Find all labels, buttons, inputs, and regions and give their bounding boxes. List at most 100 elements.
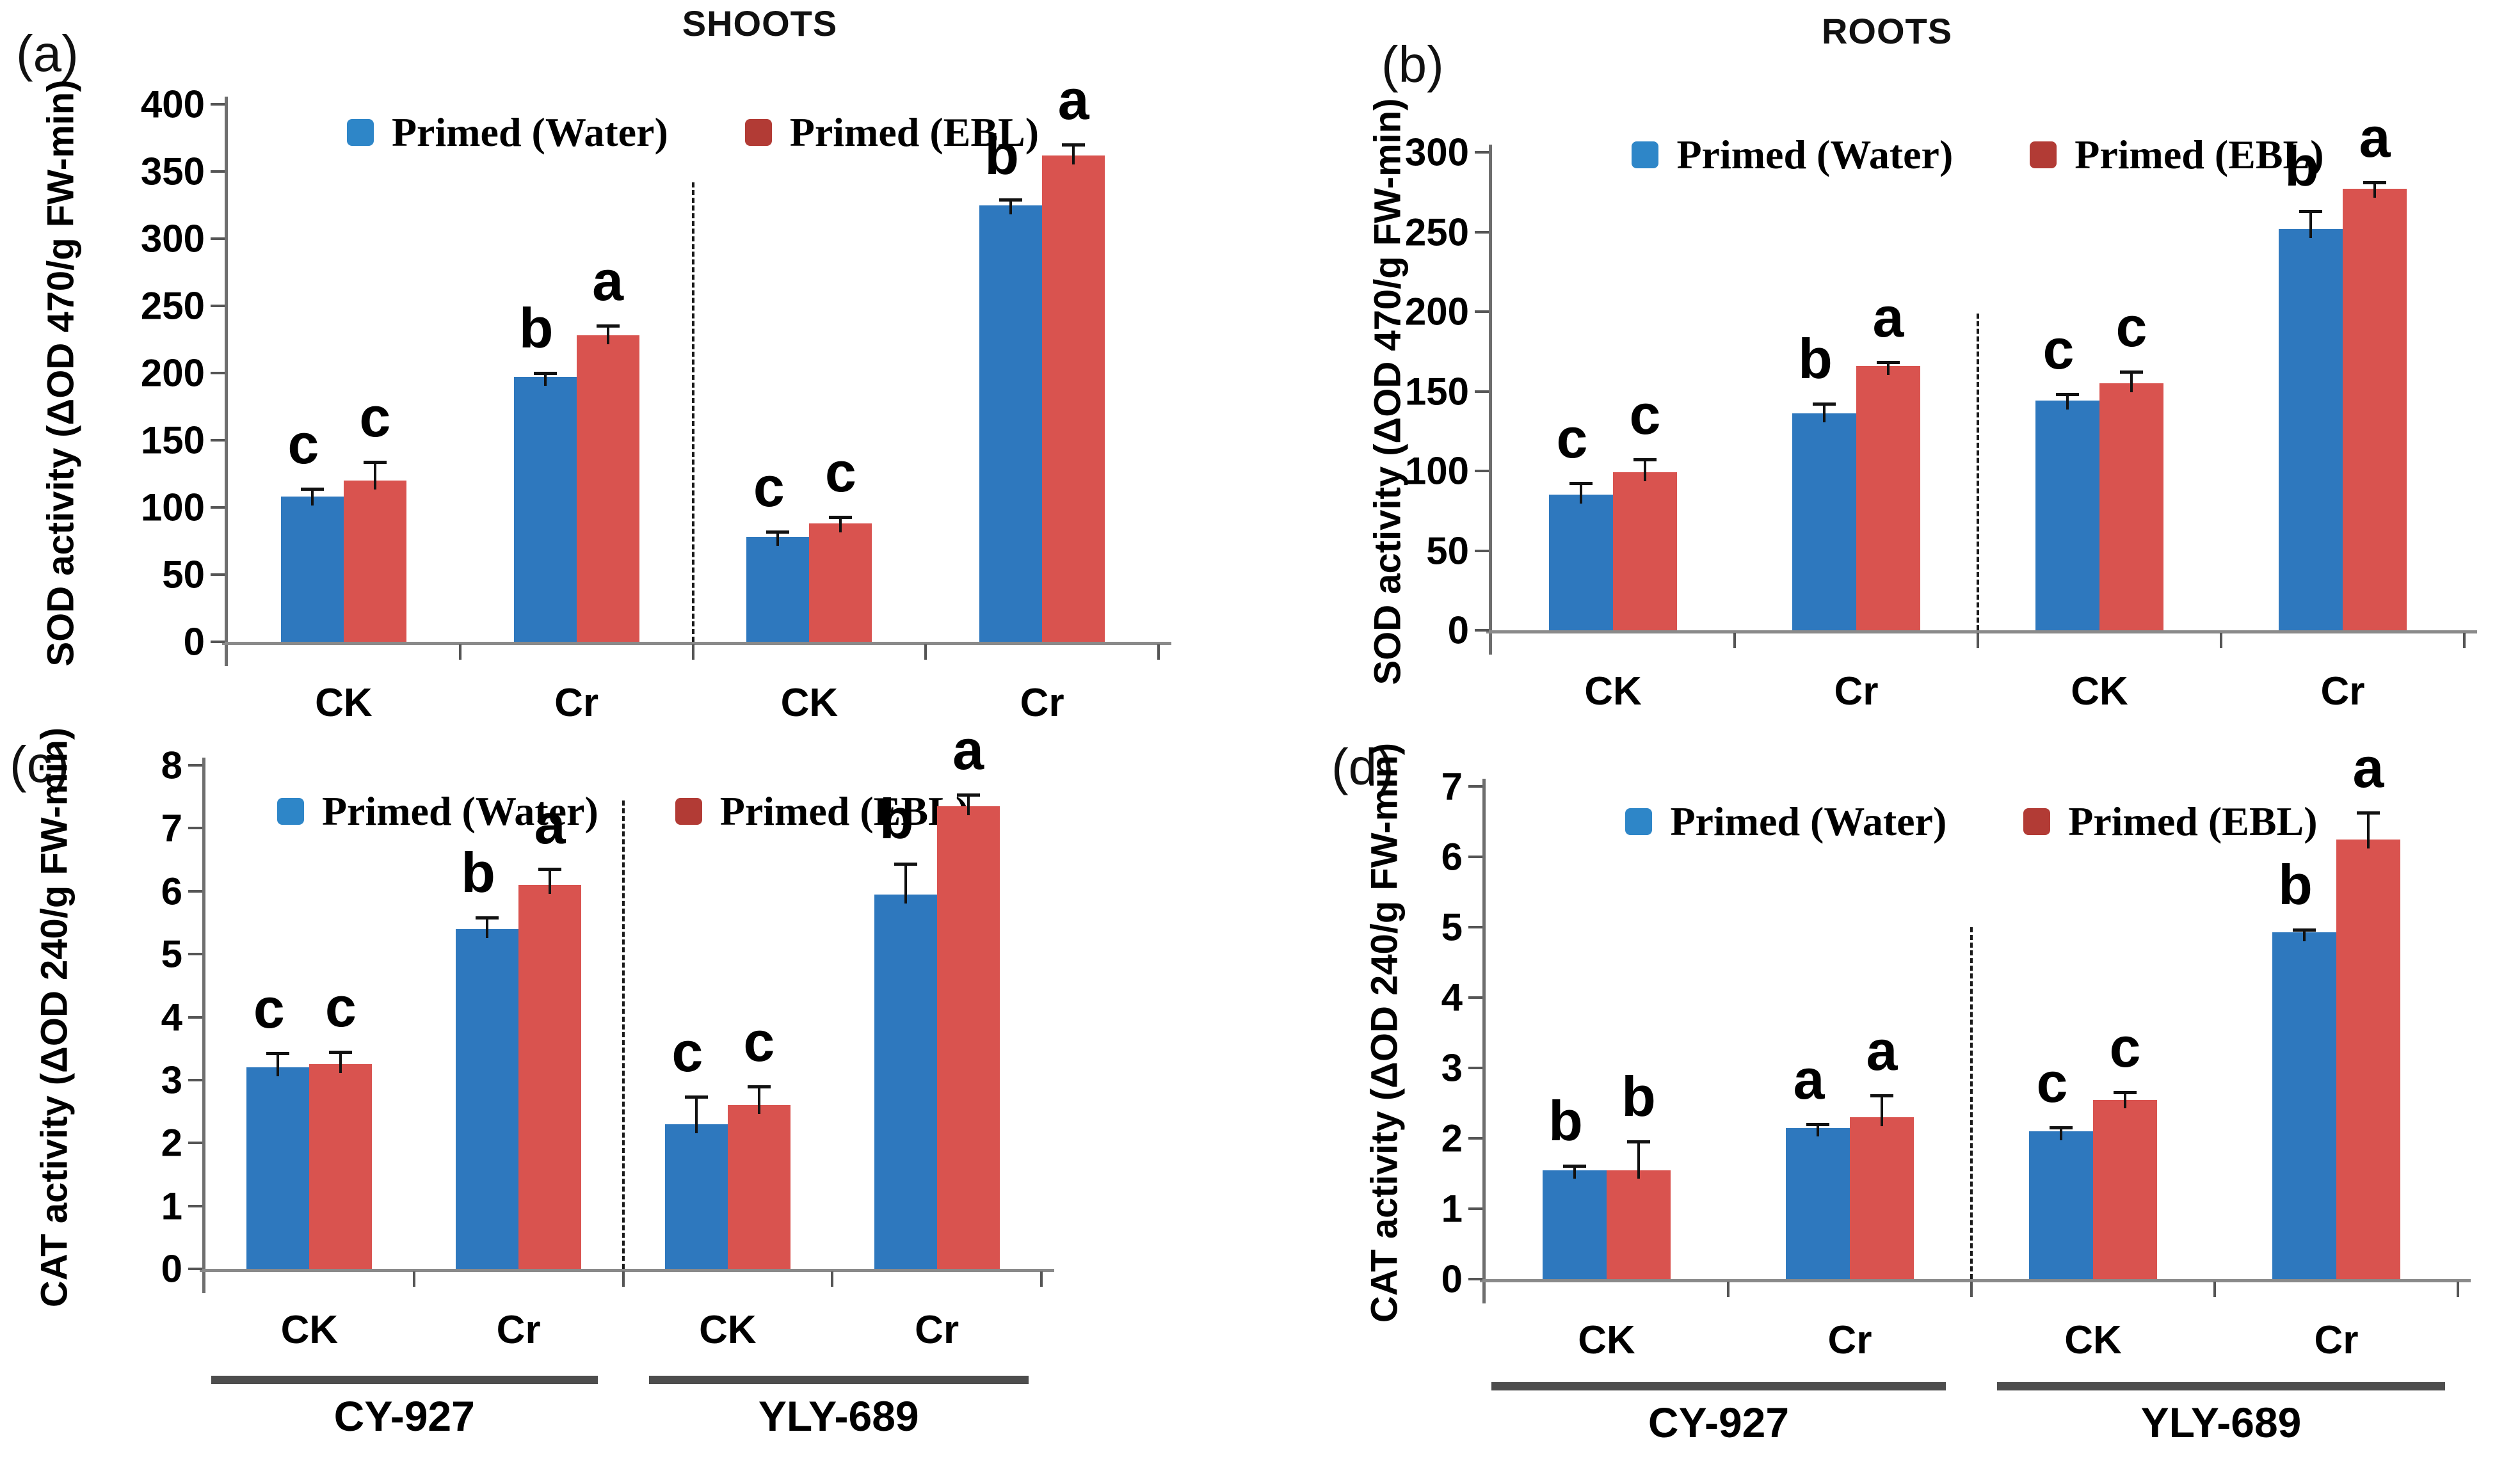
y-tick <box>188 889 202 893</box>
panel-b: (b) ROOTS SOD activity (ΔOD 470/g FW-min) 0… <box>1260 0 2520 729</box>
error-bar-cap <box>2050 1126 2073 1130</box>
panel-a: (a) SHOOTS SOD activity (ΔOD 470/g FW-min)… <box>0 0 1260 729</box>
y-tick-label: 150 <box>140 418 205 462</box>
y-tick <box>211 305 225 307</box>
legend-item-ebl: Primed (EBL) <box>2023 798 2318 845</box>
legend-label: Primed (Water) <box>391 109 668 155</box>
cultivar-underline-1 <box>1491 1382 1946 1390</box>
error-bar-cap <box>829 515 853 519</box>
category-label-cr-g2: Cr <box>554 681 599 725</box>
y-tick <box>188 1268 202 1270</box>
bar-ebl-ck-g3 <box>809 523 872 642</box>
category-label-ck-g3: CK <box>2064 1318 2122 1362</box>
category-label-ck-g1: CK <box>315 681 373 725</box>
error-bar-cap <box>476 916 499 920</box>
x-axis-line <box>200 1269 1054 1272</box>
water-legend-swatch-icon <box>1625 808 1653 835</box>
y-axis-line <box>202 758 205 1293</box>
bar-water-ck-g1 <box>246 1067 310 1269</box>
legend-item-water: Primed (Water) <box>277 788 598 835</box>
significance-letter: b <box>1798 326 1833 390</box>
y-tick <box>1468 926 1482 928</box>
y-tick-label: 300 <box>140 217 205 260</box>
bar-ebl-cr-g2 <box>1850 1117 1914 1279</box>
y-tick <box>188 1078 202 1081</box>
y-tick <box>1475 310 1489 313</box>
significance-letter: b <box>1548 1088 1583 1152</box>
y-tick-label: 7 <box>161 806 182 850</box>
y-tick-label: 4 <box>161 996 182 1039</box>
error-bar-cap <box>2114 1091 2137 1095</box>
error-bar-cap <box>266 1051 290 1055</box>
y-tick-label: 7 <box>1441 765 1463 808</box>
bar-ebl-cr-g2 <box>576 335 639 642</box>
error-bar-cap <box>747 1085 771 1088</box>
panel-letter-d: (d) <box>1331 738 1394 795</box>
ebl-legend-swatch-icon <box>2023 808 2051 835</box>
error-bar <box>2130 370 2133 393</box>
ebl-legend-swatch-icon <box>744 119 772 146</box>
bar-ebl-cr-g4 <box>2343 189 2407 630</box>
bar-water-cr-g4 <box>874 894 937 1269</box>
significance-letter: c <box>753 454 785 518</box>
y-tick <box>211 237 225 240</box>
y-tick-label: 200 <box>1404 290 1469 333</box>
y-tick-label: 6 <box>161 870 182 913</box>
significance-letter: c <box>253 976 285 1040</box>
bar-water-ck-g1 <box>280 497 344 642</box>
bar-water-cr-g2 <box>1786 1127 1850 1279</box>
y-tick <box>211 573 225 576</box>
error-bar-cap <box>766 530 790 534</box>
category-label-cr-g4: Cr <box>2314 1318 2359 1362</box>
cultivar-divider <box>691 182 694 642</box>
error-bar-cap <box>1806 1122 1829 1126</box>
legend-item-ebl: Primed (EBL) <box>744 109 1039 156</box>
significance-letter: b <box>2278 853 2313 917</box>
bar-ebl-cr-g2 <box>518 884 582 1269</box>
bar-water-ck-g1 <box>1549 495 1613 630</box>
error-bar-cap <box>1569 482 1593 486</box>
y-tick <box>188 1015 202 1019</box>
error-bar <box>1009 198 1013 214</box>
significance-letter: c <box>2115 295 2147 359</box>
y-tick <box>1468 1207 1482 1210</box>
column-title: ROOTS <box>1821 11 1953 51</box>
error-bar-cap <box>2363 180 2386 184</box>
y-tick <box>188 827 202 830</box>
legend: Primed (Water) Primed (EBL) <box>1491 131 2464 179</box>
y-tick-label: 250 <box>140 284 205 328</box>
error-bar-cap <box>329 1050 353 1054</box>
error-bar <box>310 487 314 506</box>
category-label-cr-g4: Cr <box>915 1308 959 1352</box>
significance-letter: b <box>518 296 554 360</box>
y-axis-title: CAT activity (ΔOD 240/g FW-min) <box>33 727 76 1307</box>
bar-ebl-ck-g1 <box>309 1064 373 1269</box>
y-tick-label: 0 <box>1447 609 1469 652</box>
y-tick-label: 1 <box>161 1184 182 1228</box>
y-axis-title: SOD activity (ΔOD 470/g FW-min) <box>40 79 82 667</box>
error-bar <box>757 1085 760 1115</box>
y-tick <box>1475 151 1489 154</box>
legend-item-ebl: Primed (EBL) <box>2030 131 2324 179</box>
significance-letter: c <box>2042 317 2075 381</box>
significance-letter: c <box>1629 383 1661 447</box>
significance-letter: c <box>359 385 391 449</box>
legend-item-water: Primed (Water) <box>1632 131 1953 179</box>
error-bar <box>839 515 842 533</box>
error-bar <box>2309 209 2312 238</box>
y-tick <box>211 170 225 173</box>
error-bar <box>1823 402 1826 423</box>
category-label-ck-g1: CK <box>1584 669 1642 713</box>
cultivar-label-1: CY-927 <box>1648 1399 1790 1446</box>
y-tick-label: 6 <box>1441 835 1463 879</box>
significance-letter: a <box>1057 67 1089 131</box>
significance-letter: c <box>2109 1015 2141 1079</box>
legend-label: Primed (Water) <box>321 788 598 834</box>
x-tick <box>2213 1282 2216 1297</box>
y-tick-label: 400 <box>140 83 205 126</box>
y-tick <box>188 1204 202 1207</box>
significance-letter: c <box>1556 406 1588 470</box>
y-tick-label: 250 <box>1404 211 1469 253</box>
error-bar <box>2373 180 2376 198</box>
error-bar-cap <box>956 793 980 797</box>
